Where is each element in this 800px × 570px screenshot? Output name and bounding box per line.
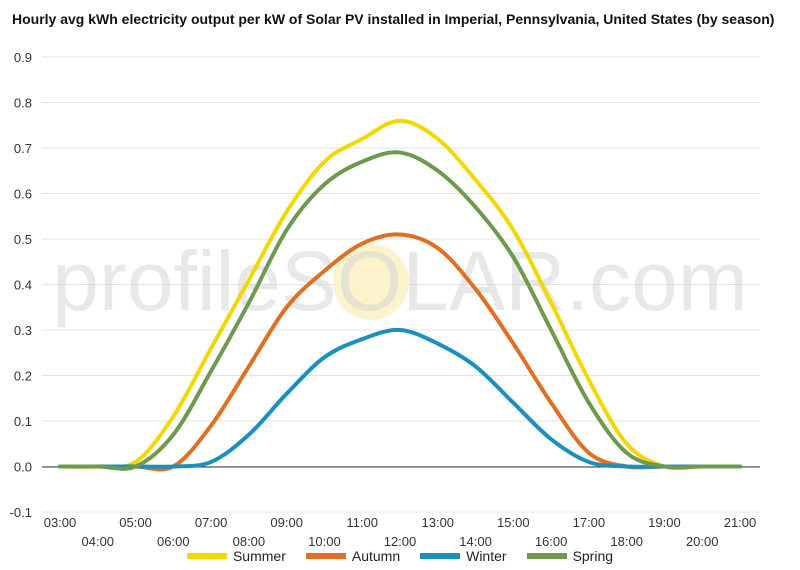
series-line-summer[interactable] <box>58 118 742 471</box>
legend: Summer Autumn Winter Spring <box>0 548 800 564</box>
x-tick-label: 07:00 <box>195 515 228 530</box>
chart-title: Hourly avg kWh electricity output per kW… <box>12 11 775 27</box>
x-tick-label: 20:00 <box>686 534 719 549</box>
legend-label-winter: Winter <box>466 548 507 564</box>
watermark-sun-icon <box>333 244 409 320</box>
legend-label-summer: Summer <box>232 548 286 564</box>
x-tick-label: 13:00 <box>422 515 455 530</box>
legend-item-summer[interactable]: Summer <box>186 548 286 564</box>
x-tick-label: 08:00 <box>233 534 266 549</box>
legend-item-winter[interactable]: Winter <box>420 548 507 564</box>
x-tick-label: 14:00 <box>459 534 492 549</box>
x-tick-label: 05:00 <box>119 515 152 530</box>
y-axis-ticks: 0.9 0.8 0.7 0.6 0.5 0.4 0.3 0.2 0.1 0.0 -0.1 <box>10 50 32 520</box>
y-tick-label: 0.5 <box>14 232 32 247</box>
y-tick-label: 0.8 <box>14 96 32 111</box>
legend-label-autumn: Autumn <box>351 548 401 564</box>
x-tick-label: 03:00 <box>44 515 77 530</box>
y-tick-label: 0.7 <box>14 141 32 156</box>
series-lines <box>58 118 742 472</box>
y-tick-label: 0.0 <box>14 460 32 475</box>
y-tick-label: 0.1 <box>14 414 32 429</box>
x-tick-label: 18:00 <box>610 534 643 549</box>
x-tick-label: 12:00 <box>384 534 417 549</box>
legend-item-spring[interactable]: Spring <box>526 548 614 564</box>
legend-swatch-autumn <box>305 553 346 559</box>
x-tick-label: 06:00 <box>157 534 190 549</box>
y-tick-label: 0.2 <box>14 369 32 384</box>
watermark: profileSOLAR.com <box>52 234 748 328</box>
x-tick-label: 21:00 <box>724 515 757 530</box>
series-line-winter[interactable] <box>58 327 742 469</box>
x-tick-label: 09:00 <box>270 515 303 530</box>
x-tick-label: 16:00 <box>535 534 568 549</box>
x-tick-label: 10:00 <box>308 534 341 549</box>
legend-item-autumn[interactable]: Autumn <box>305 548 401 564</box>
x-axis-ticks: 03:00 04:00 05:00 06:00 07:00 08:00 09:00 10:00… <box>44 515 757 549</box>
x-tick-label: 15:00 <box>497 515 530 530</box>
y-tick-label: -0.1 <box>10 505 32 520</box>
y-tick-label: 0.6 <box>14 187 32 202</box>
y-tick-label: 0.3 <box>14 323 32 338</box>
legend-swatch-summer <box>186 553 227 559</box>
x-tick-label: 19:00 <box>648 515 681 530</box>
x-tick-label: 11:00 <box>346 515 378 530</box>
series-line-spring[interactable] <box>58 150 742 471</box>
y-tick-label: 0.9 <box>14 50 32 65</box>
legend-label-spring: Spring <box>572 548 614 564</box>
y-tick-label: 0.4 <box>14 278 32 293</box>
legend-swatch-winter <box>420 553 461 559</box>
watermark-text: profileSOLAR.com <box>52 234 748 328</box>
x-tick-label: 17:00 <box>573 515 606 530</box>
x-tick-label: 04:00 <box>82 534 115 549</box>
legend-swatch-spring <box>526 553 567 559</box>
